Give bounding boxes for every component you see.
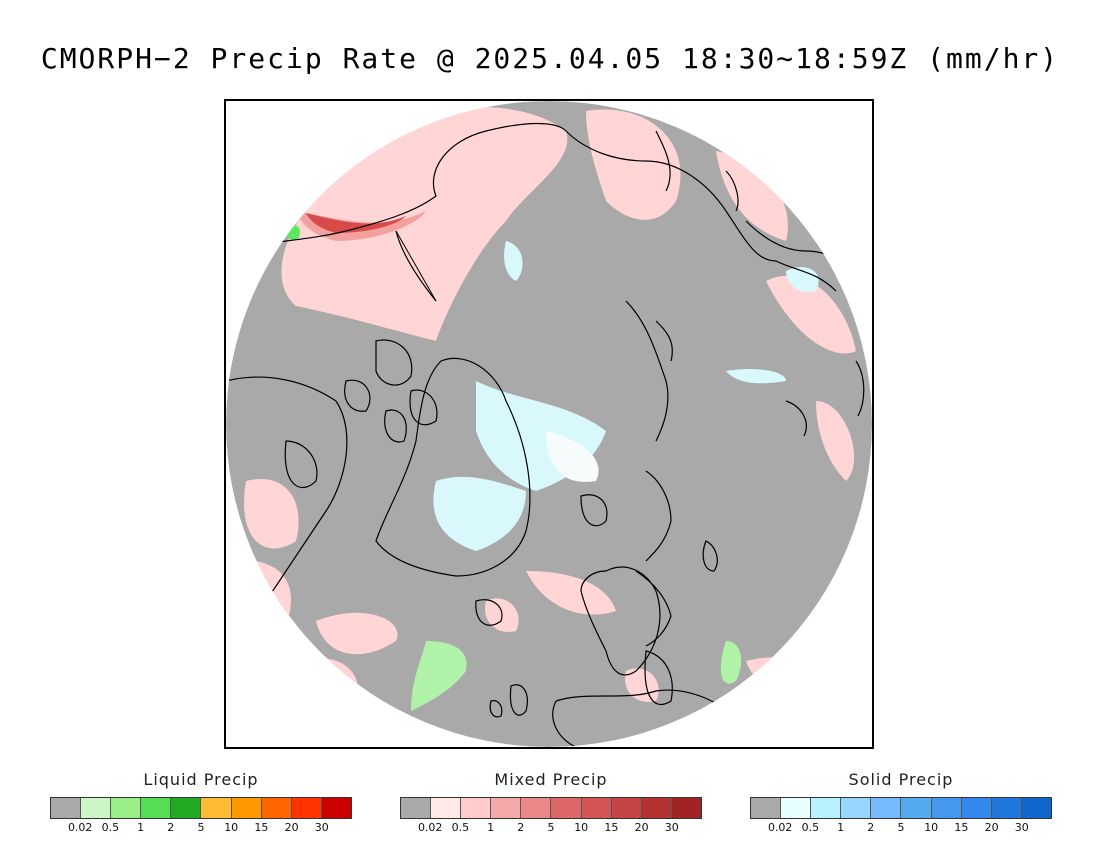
legend-title-mixed: Mixed Precip [494,770,608,789]
legend-tick-label: 15 [254,821,269,834]
legend-swatch-0 [401,798,432,818]
legend-swatch-1 [431,798,462,818]
legend-swatch-1 [781,798,812,818]
legend-swatch-4 [171,798,202,818]
legend-tick-label: 30 [314,821,329,834]
legend-swatch-8 [291,798,322,818]
legend-swatch-9 [321,798,351,818]
legend-swatch-9 [1021,798,1051,818]
legend-tick-label: 10 [924,821,939,834]
coastlines [226,122,867,747]
legend-tick-label: 10 [574,821,589,834]
legend-tick-label: 1 [837,821,845,834]
legend-tick-label: 30 [1014,821,1029,834]
legend-swatches-solid [750,797,1052,819]
legend-title-liquid: Liquid Precip [143,770,259,789]
legend-tick-label: 5 [547,821,555,834]
legend-swatch-6 [931,798,962,818]
legend-swatch-8 [991,798,1022,818]
legend-swatch-2 [111,798,142,818]
legend-swatch-4 [871,798,902,818]
legend-tick-label: 15 [954,821,969,834]
polar-precip-map [226,101,872,747]
legend-swatch-3 [841,798,872,818]
legend-swatch-6 [231,798,262,818]
legend-swatch-5 [551,798,582,818]
legend-swatch-3 [491,798,522,818]
legend-tick-label: 1 [137,821,145,834]
legend-swatch-0 [51,798,82,818]
legend-swatch-5 [201,798,232,818]
legend-tick-label: 0.02 [767,821,793,834]
legend-tick-label: 2 [167,821,175,834]
boundary-alaska-canada [395,230,437,302]
legend-tick-label: 1 [487,821,495,834]
legend-swatch-3 [141,798,172,818]
legend-swatch-0 [751,798,782,818]
map-frame [224,99,874,749]
legend-swatch-1 [81,798,112,818]
legend-tick-label: 10 [224,821,239,834]
legend-swatch-7 [261,798,292,818]
legend-tick-label: 0.5 [451,821,470,834]
legend-swatch-8 [641,798,672,818]
legend-tick-label: 30 [664,821,679,834]
legend-tick-label: 2 [867,821,875,834]
legend-swatch-5 [901,798,932,818]
legend-mixed: Mixed Precip 0.02 0.5 1 2 5 10 15 20 30 [400,770,702,835]
legend-title-solid: Solid Precip [848,770,954,789]
legend-tick-label: 5 [197,821,205,834]
legend-swatch-2 [811,798,842,818]
legend-tick-label: 2 [517,821,525,834]
map-title: CMORPH−2 Precip Rate @ 2025.04.05 18:30∼… [40,42,1060,75]
legend-swatch-6 [581,798,612,818]
legend-swatch-9 [671,798,701,818]
legend-tick-label: 20 [984,821,999,834]
legend-swatch-4 [521,798,552,818]
legend-swatches-liquid [50,797,352,819]
legend-tick-label: 20 [284,821,299,834]
legend-tick-label: 0.02 [417,821,443,834]
legend-swatch-7 [611,798,642,818]
legend-swatches-mixed [400,797,702,819]
legend-tick-label: 5 [897,821,905,834]
legend-tick-label: 20 [634,821,649,834]
legend-swatch-2 [461,798,492,818]
legend-tick-label: 0.5 [801,821,820,834]
solid-precip-light-areas [433,241,819,551]
legend-ticks-solid: 0.02 0.5 1 2 5 10 15 20 30 [750,821,1052,835]
legend-tick-label: 15 [604,821,619,834]
legend-tick-label: 0.02 [67,821,93,834]
legend-ticks-mixed: 0.02 0.5 1 2 5 10 15 20 30 [400,821,702,835]
legend-swatch-7 [961,798,992,818]
legend-solid: Solid Precip 0.02 0.5 1 2 5 10 15 20 30 [750,770,1052,835]
legend-liquid: Liquid Precip 0.02 0.5 1 2 5 10 15 20 30 [50,770,352,835]
mixed-precip-heavy-areas [296,211,426,241]
legend-tick-label: 0.5 [101,821,120,834]
legend-ticks-liquid: 0.02 0.5 1 2 5 10 15 20 30 [50,821,352,835]
